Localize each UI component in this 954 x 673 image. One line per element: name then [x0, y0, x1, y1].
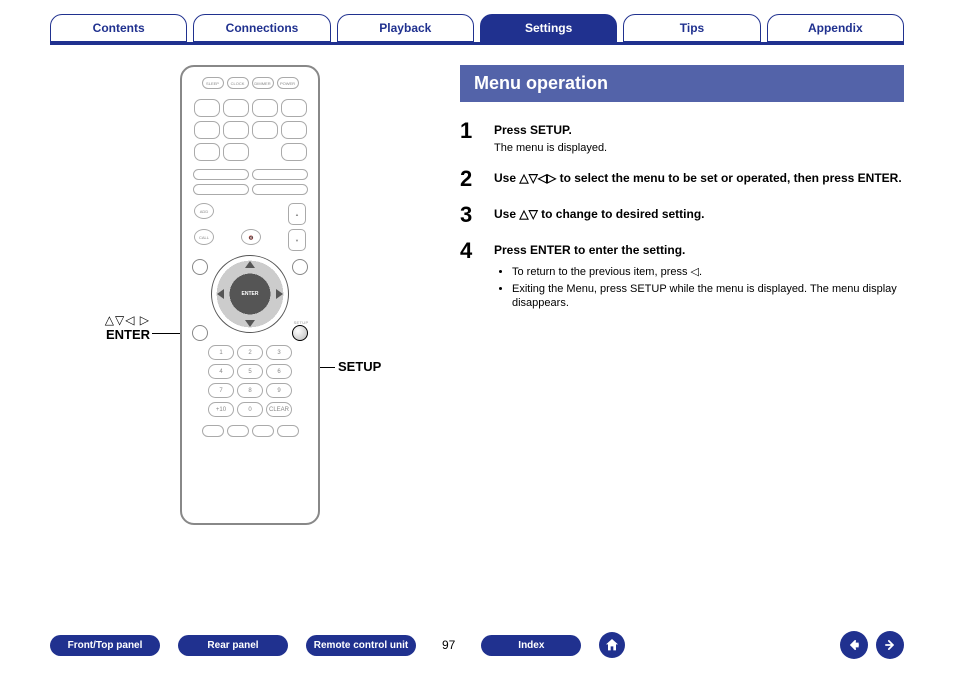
- step-1: 1 Press SETUP. The menu is displayed.: [460, 120, 904, 154]
- footer-index[interactable]: Index: [481, 635, 581, 656]
- remote-tune-up: [252, 184, 308, 195]
- tab-contents[interactable]: Contents: [50, 14, 187, 42]
- remote-src-7: [252, 121, 278, 139]
- num-0: 0: [237, 402, 263, 417]
- arrow-left-icon: [847, 638, 861, 652]
- remote-btn-vol: ▼: [288, 229, 306, 251]
- tab-settings[interactable]: Settings: [480, 14, 617, 42]
- remote-src-8: [281, 121, 307, 139]
- section-header: Menu operation: [460, 65, 904, 102]
- num-7: 7: [208, 383, 234, 398]
- remote-btn-power: POWER: [277, 77, 299, 89]
- remote-src-11: [281, 143, 307, 161]
- remote-btn-sleep: SLEEP: [202, 77, 224, 89]
- step-bullets: To return to the previous item, press ◁.…: [512, 265, 904, 311]
- num-clear: CLEAR: [266, 402, 292, 417]
- next-page-button[interactable]: [876, 631, 904, 659]
- num-3: 3: [266, 345, 292, 360]
- callout-setup: SETUP: [338, 359, 381, 374]
- num-5: 5: [237, 364, 263, 379]
- dpad-up-icon: [245, 261, 255, 268]
- remote-dpad: ENTER: [211, 255, 289, 333]
- remote-bottom-2: [227, 425, 249, 437]
- step-title: Use △▽◁▷ to select the menu to be set or…: [494, 170, 904, 187]
- step-title: Press ENTER to enter the setting.: [494, 242, 904, 259]
- remote-bottom-4: [277, 425, 299, 437]
- callout-enter: ENTER: [60, 327, 150, 342]
- remote-btn-info: [192, 259, 208, 275]
- arrow-right-icon: [883, 638, 897, 652]
- remote-src-6: [223, 121, 249, 139]
- remote-btn-setup: [292, 325, 308, 341]
- remote-btn-eject: ▲: [288, 203, 306, 225]
- step-title: Press SETUP.: [494, 122, 904, 139]
- remote-btn-search: [192, 325, 208, 341]
- remote-bottom-3: [252, 425, 274, 437]
- remote-btn-add: ADD: [194, 203, 214, 219]
- remote-src-1: [194, 99, 220, 117]
- step-num: 2: [460, 168, 494, 190]
- num-1: 1: [208, 345, 234, 360]
- tab-appendix[interactable]: Appendix: [767, 14, 904, 42]
- step-3: 3 Use △▽ to change to desired setting.: [460, 204, 904, 226]
- footer-front-top-panel[interactable]: Front/Top panel: [50, 635, 160, 656]
- step-title: Use △▽ to change to desired setting.: [494, 206, 904, 223]
- footer: Front/Top panel Rear panel Remote contro…: [50, 631, 904, 659]
- remote-control: SLEEP CLOCK DIMMER POWER: [180, 65, 320, 525]
- step-num: 1: [460, 120, 494, 154]
- remote-btn-volup: [292, 259, 308, 275]
- remote-btn-mute: 🔇: [241, 229, 261, 245]
- num-2: 2: [237, 345, 263, 360]
- step-num: 4: [460, 240, 494, 314]
- num-4: 4: [208, 364, 234, 379]
- num-9: 9: [266, 383, 292, 398]
- num-6: 6: [266, 364, 292, 379]
- dpad-down-icon: [245, 320, 255, 327]
- step-4: 4 Press ENTER to enter the setting. To r…: [460, 240, 904, 314]
- remote-btn-call: CALL: [194, 229, 214, 245]
- remote-src-5: [194, 121, 220, 139]
- remote-transport-right: [252, 169, 308, 180]
- remote-btn-dimmer: DIMMER: [252, 77, 274, 89]
- remote-btn-clock: CLOCK: [227, 77, 249, 89]
- footer-remote-control-unit[interactable]: Remote control unit: [306, 635, 416, 656]
- prev-page-button[interactable]: [840, 631, 868, 659]
- remote-src-10: [223, 143, 249, 161]
- remote-bottom-1: [202, 425, 224, 437]
- bullet: To return to the previous item, press ◁.: [512, 265, 904, 279]
- remote-illustration-area: △▽◁ ▷ ENTER SETUP SLEEP CLOCK DIMMER POW…: [50, 65, 450, 525]
- remote-src-9: [194, 143, 220, 161]
- page-number: 97: [434, 638, 463, 652]
- num-8: 8: [237, 383, 263, 398]
- step-sub: The menu is displayed.: [494, 142, 904, 154]
- tab-tips[interactable]: Tips: [623, 14, 760, 42]
- home-button[interactable]: [599, 632, 625, 658]
- step-2: 2 Use △▽◁▷ to select the menu to be set …: [460, 168, 904, 190]
- num-plus10: +10: [208, 402, 234, 417]
- footer-rear-panel[interactable]: Rear panel: [178, 635, 288, 656]
- remote-tune-down: [193, 184, 249, 195]
- step-num: 3: [460, 204, 494, 226]
- instructions-panel: Menu operation 1 Press SETUP. The menu i…: [450, 65, 904, 525]
- callout-arrows: △▽◁ ▷: [60, 313, 150, 327]
- home-icon: [604, 637, 620, 653]
- dpad-left-icon: [217, 289, 224, 299]
- remote-src-2: [223, 99, 249, 117]
- top-tabs: Contents Connections Playback Settings T…: [0, 0, 954, 42]
- remote-enter-label: ENTER: [242, 291, 259, 297]
- remote-src-4: [281, 99, 307, 117]
- bullet: Exiting the Menu, press SETUP while the …: [512, 282, 904, 311]
- dpad-right-icon: [276, 289, 283, 299]
- remote-src-3: [252, 99, 278, 117]
- remote-transport-left: [193, 169, 249, 180]
- tab-connections[interactable]: Connections: [193, 14, 330, 42]
- tab-playback[interactable]: Playback: [337, 14, 474, 42]
